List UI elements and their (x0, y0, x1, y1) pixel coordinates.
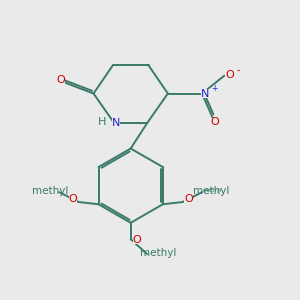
FancyBboxPatch shape (57, 76, 65, 84)
Text: methyl: methyl (203, 188, 222, 193)
FancyBboxPatch shape (69, 195, 77, 203)
FancyBboxPatch shape (211, 118, 219, 126)
Text: O: O (133, 235, 142, 245)
Text: H: H (98, 117, 106, 128)
Text: N: N (201, 88, 209, 98)
Text: methyl: methyl (140, 248, 176, 258)
FancyBboxPatch shape (98, 118, 106, 126)
FancyBboxPatch shape (203, 187, 220, 195)
Text: O: O (68, 194, 77, 204)
Text: methyl: methyl (32, 186, 68, 196)
FancyBboxPatch shape (42, 187, 58, 195)
FancyBboxPatch shape (226, 70, 234, 78)
Text: O: O (56, 75, 65, 85)
FancyBboxPatch shape (133, 236, 141, 244)
Text: N: N (112, 118, 120, 128)
FancyBboxPatch shape (112, 119, 120, 127)
FancyBboxPatch shape (184, 195, 193, 203)
Text: -: - (237, 65, 240, 75)
Text: O: O (184, 194, 193, 204)
FancyBboxPatch shape (149, 250, 167, 257)
Text: methyl: methyl (193, 186, 230, 196)
Text: O: O (225, 70, 234, 80)
Text: O: O (210, 117, 219, 127)
Text: +: + (211, 84, 217, 93)
FancyBboxPatch shape (200, 89, 209, 98)
